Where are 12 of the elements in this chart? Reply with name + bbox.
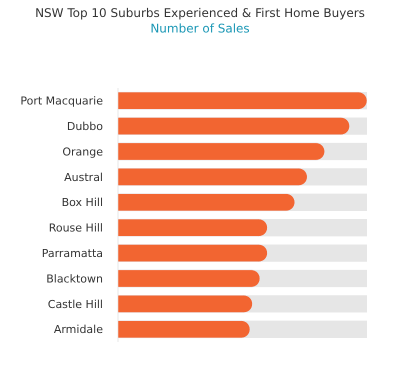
chart-title: NSW Top 10 Suburbs Experienced & First Home Buyers: [35, 6, 365, 20]
y-tick-label: Port Macquarie: [20, 94, 104, 108]
y-tick-label: Castle Hill: [48, 298, 103, 311]
y-tick-label: Rouse Hill: [48, 222, 103, 235]
y-tick-label: Dubbo: [66, 120, 104, 133]
y-tick-label: Armidale: [54, 323, 104, 336]
y-tick-label: Parramatta: [42, 246, 103, 260]
y-tick-label: Austral: [64, 170, 103, 184]
chart-subtitle: Number of Sales: [150, 22, 250, 36]
y-tick-label: Orange: [62, 145, 104, 158]
y-tick-label: Blacktown: [46, 272, 104, 286]
y-tick-label: Box Hill: [62, 196, 103, 210]
